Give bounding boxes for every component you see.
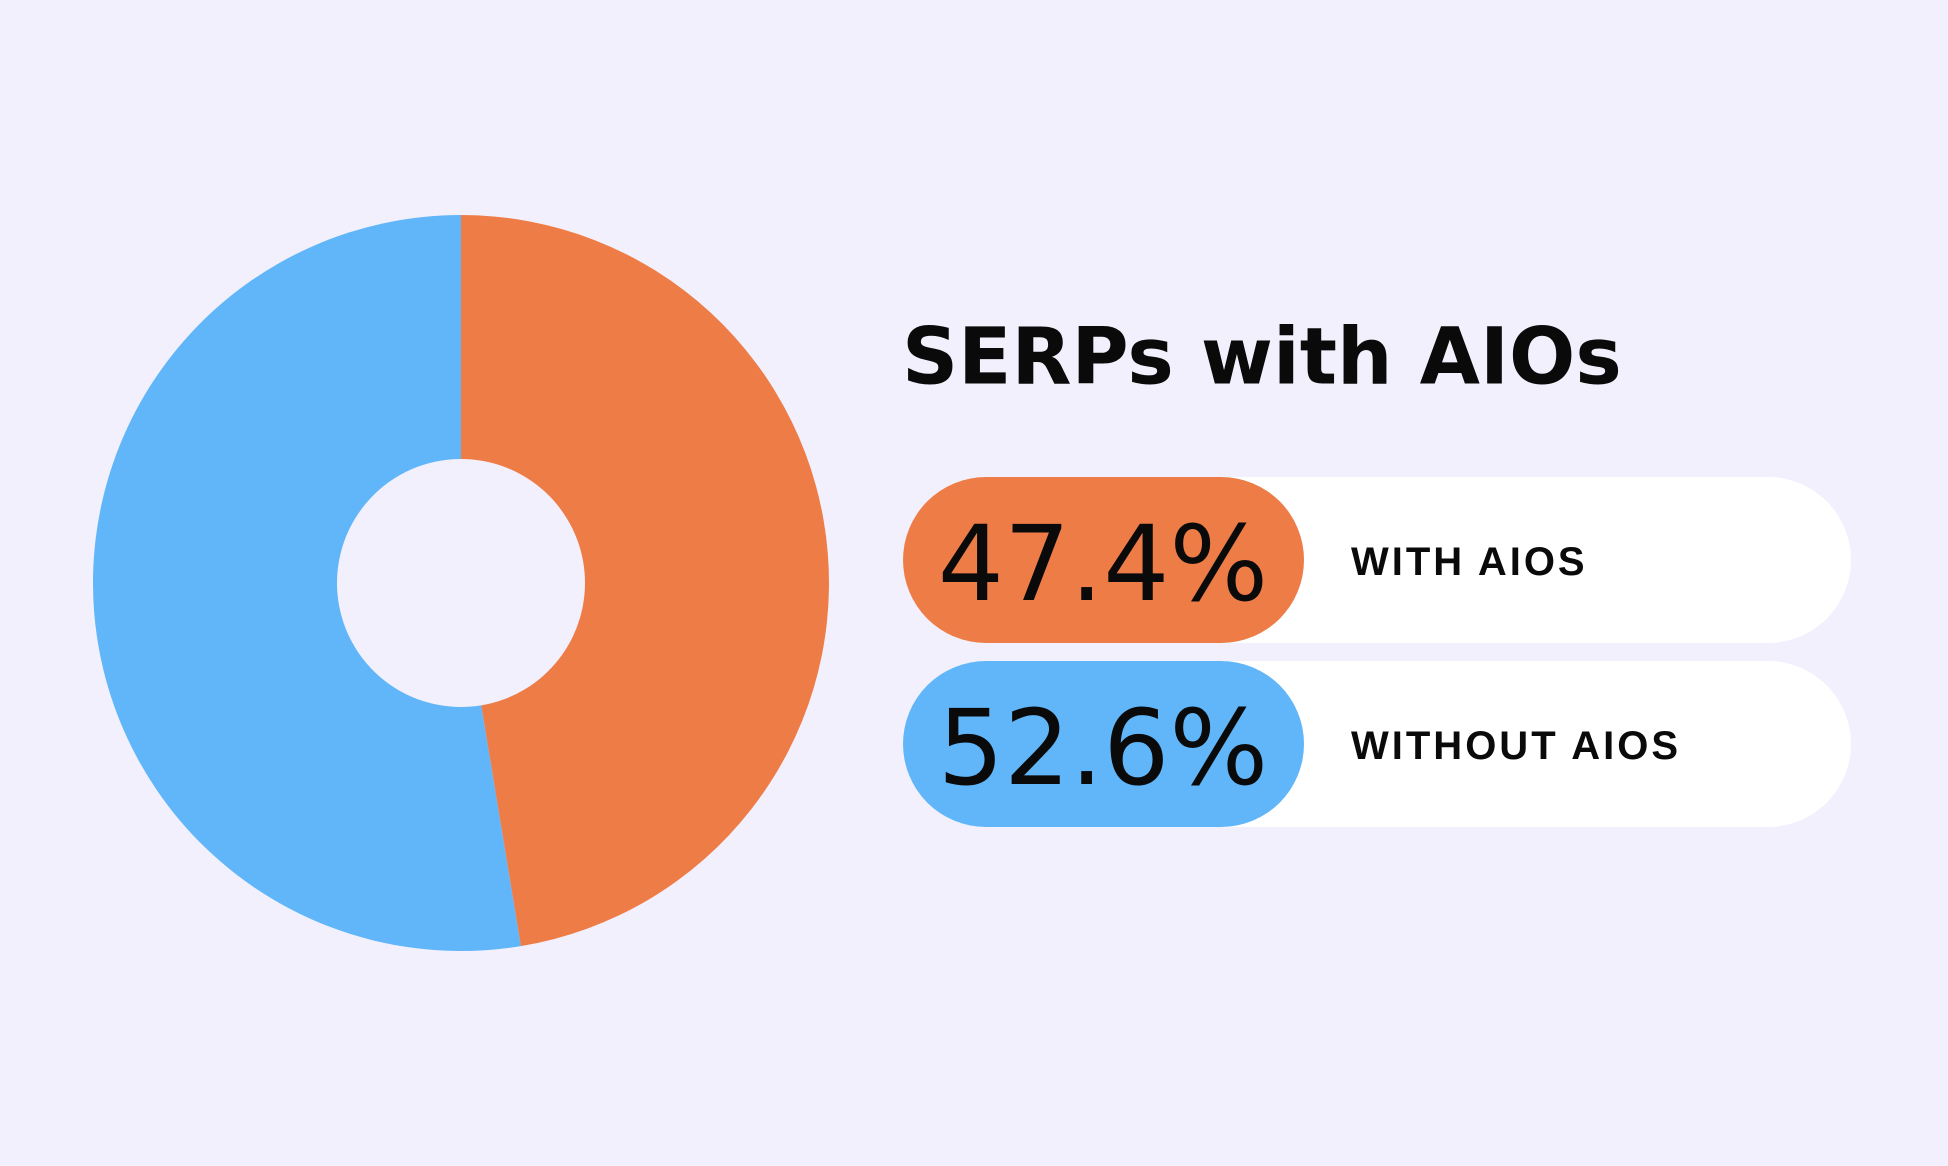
chart-title: SERPs with AIOs (902, 312, 1622, 402)
legend-label: WITH AIOS (1351, 540, 1588, 584)
value-label: 47.4% (938, 503, 1268, 625)
legend-label: WITHOUT AIOS (1351, 724, 1681, 768)
pie-slice (461, 215, 829, 947)
pie-slice (92, 215, 521, 951)
legend-swatch (903, 477, 1304, 643)
value-label: 52.6% (938, 687, 1268, 809)
legend-swatch (903, 661, 1304, 827)
